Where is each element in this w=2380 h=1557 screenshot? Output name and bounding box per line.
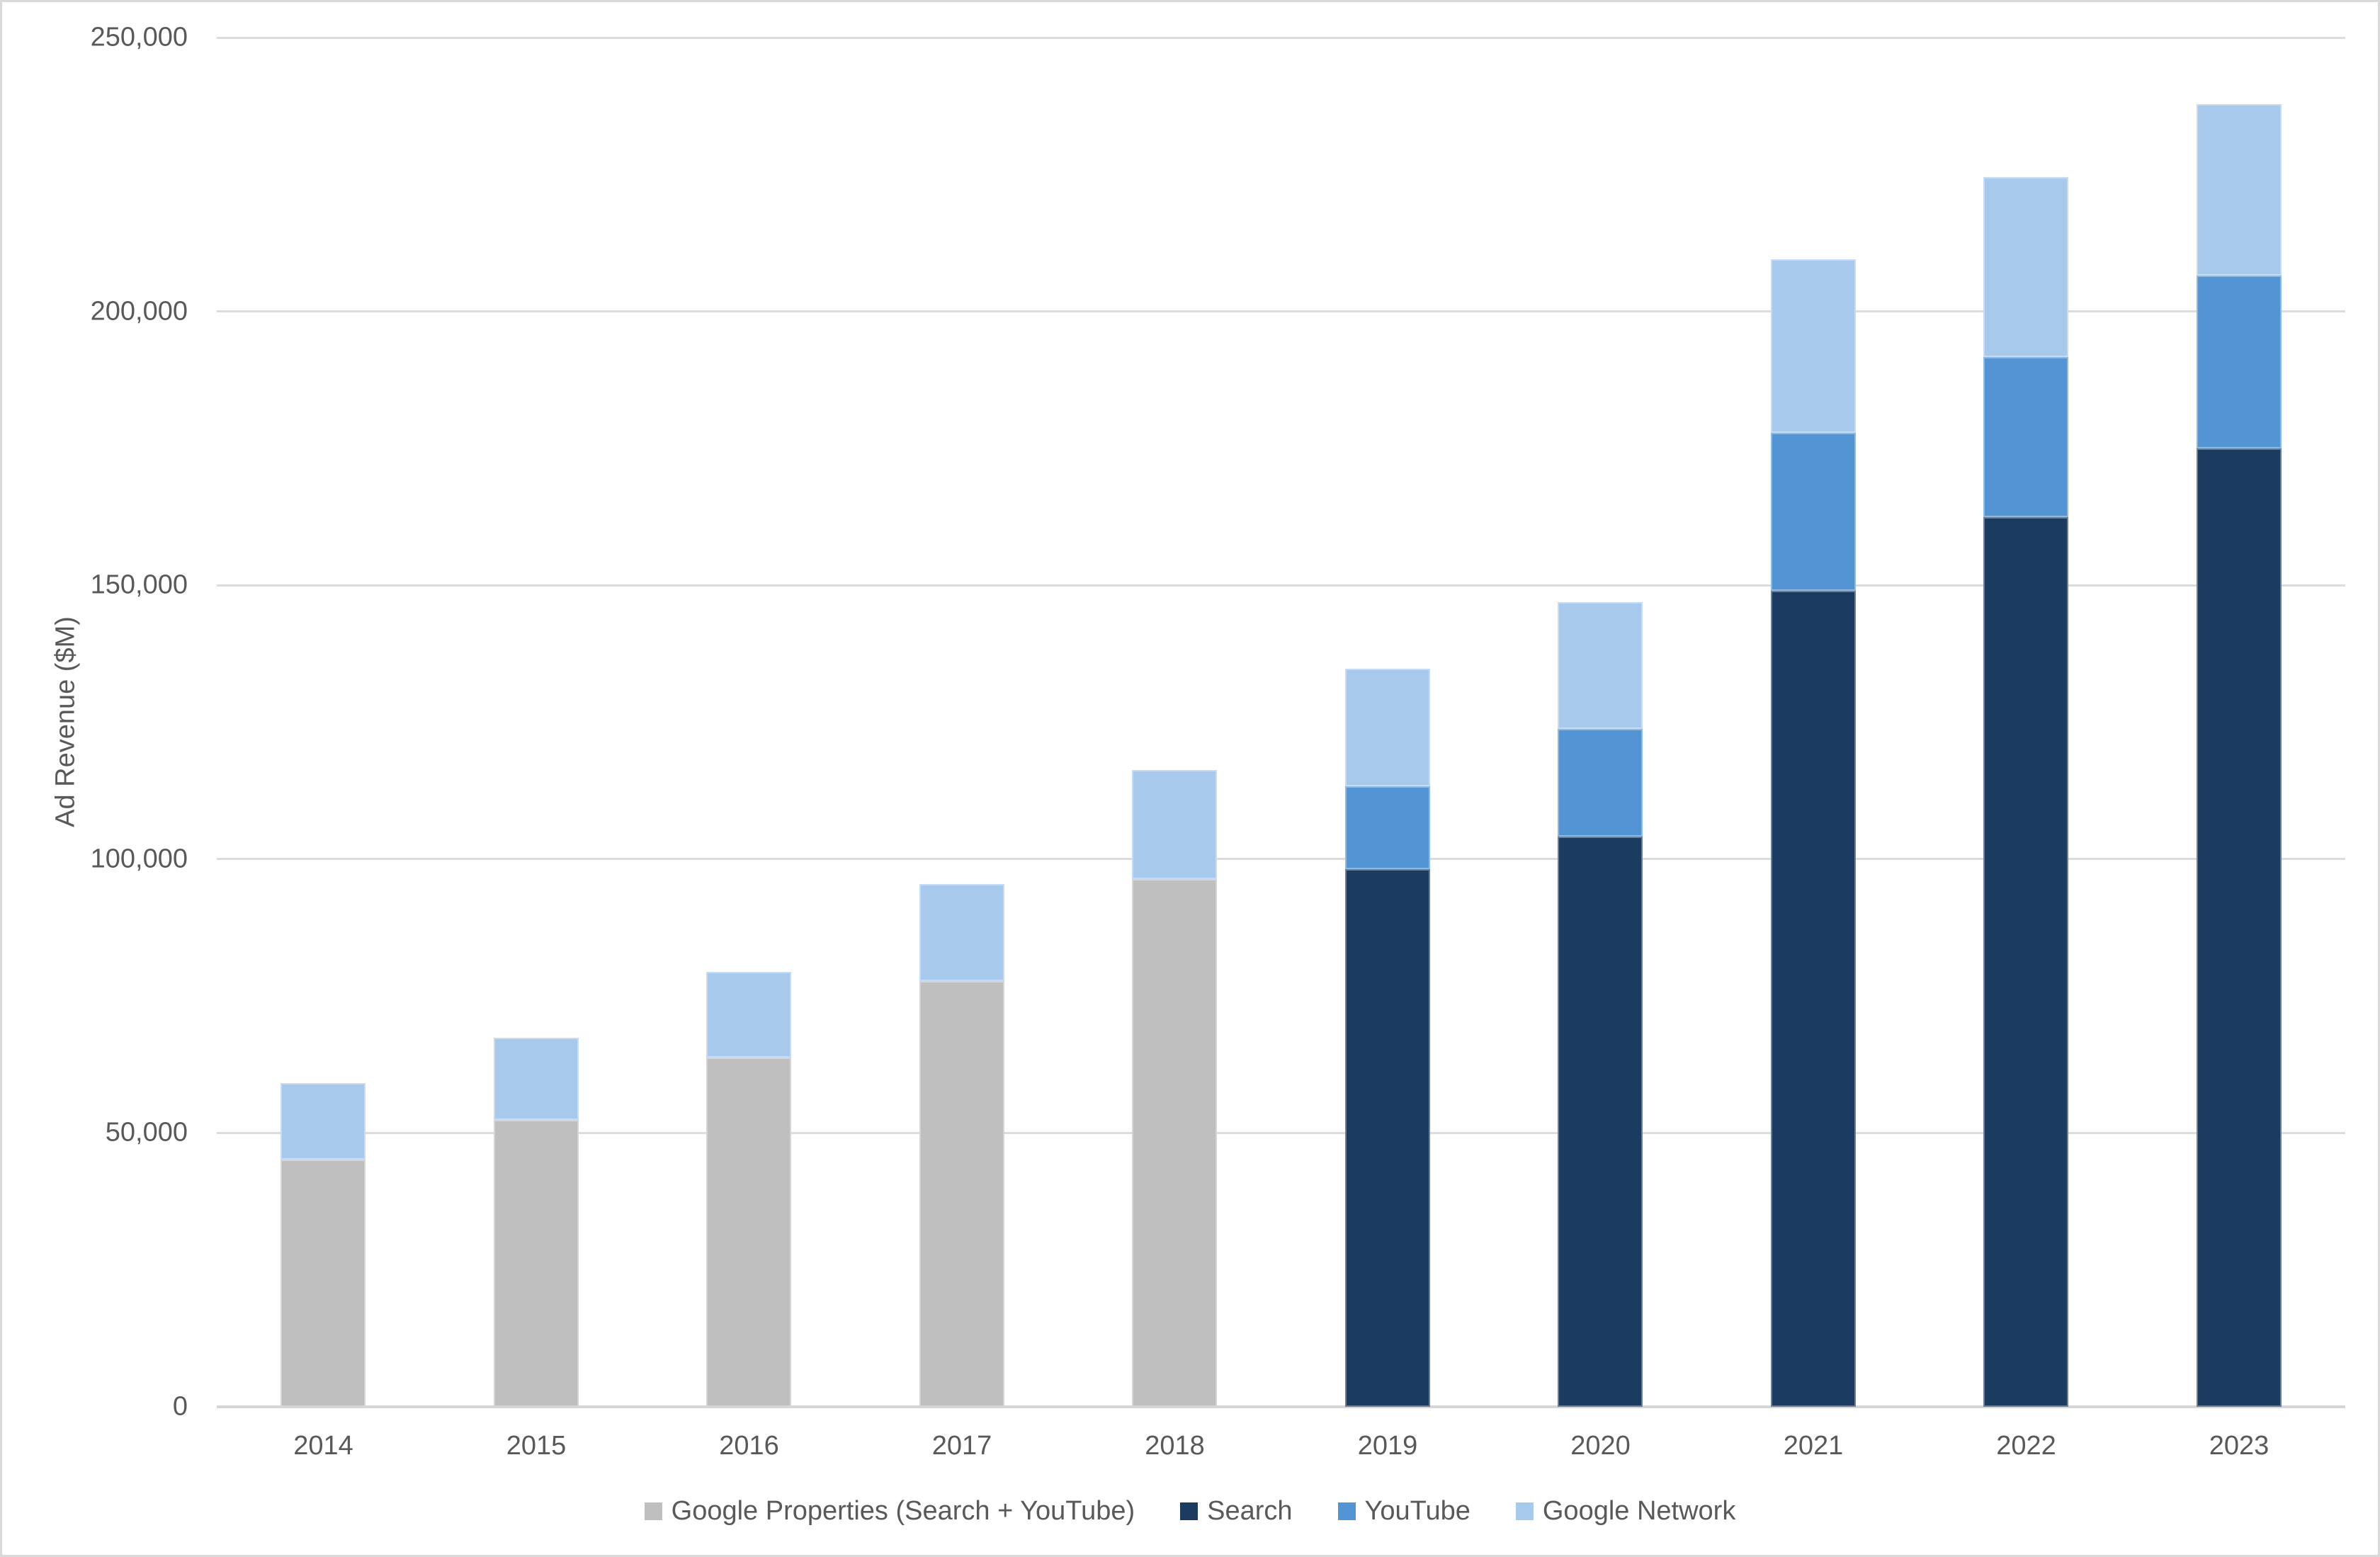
y-tick-label-100000: 100,000	[90, 844, 188, 874]
bar-2016	[706, 38, 792, 1407]
x-tick-label-2016: 2016	[719, 1431, 779, 1461]
gridline-150000	[217, 584, 2345, 587]
bar-segment-2019-google-network	[1344, 668, 1430, 787]
bar-segment-2019-search	[1344, 869, 1430, 1407]
legend-marker-search	[1180, 1502, 1198, 1520]
legend-marker-google-properties-search-youtube	[644, 1502, 662, 1520]
y-tick-label-250000: 250,000	[90, 22, 188, 52]
bar-2017	[919, 38, 1004, 1407]
legend-label-google-network: Google Network	[1542, 1495, 1736, 1526]
gridline-100000	[217, 858, 2345, 861]
bar-2023	[2196, 38, 2282, 1407]
x-axis-line	[217, 1405, 2345, 1408]
legend-label-youtube: YouTube	[1364, 1495, 1470, 1526]
legend-label-google-properties-search-youtube: Google Properties (Search + YouTube)	[671, 1495, 1135, 1526]
legend-label-search: Search	[1207, 1495, 1293, 1526]
y-tick-label-50000: 50,000	[105, 1117, 188, 1148]
bar-segment-2017-google-network	[919, 884, 1004, 981]
bar-segment-2023-youtube	[2196, 276, 2282, 448]
bar-segment-2019-youtube	[1344, 786, 1430, 870]
x-axis-labels: 2014 2015 2016 2017 2018 2019 2020 2021 2022 2023	[217, 1407, 2345, 1471]
x-tick-label-2023: 2023	[2209, 1431, 2270, 1461]
bar-segment-2021-search	[1770, 591, 1856, 1407]
bar-2020	[1558, 38, 1643, 1407]
bar-segment-2014-google-network	[280, 1083, 366, 1160]
bar-segment-2018-google-network	[1132, 769, 1218, 880]
bar-segment-2020-search	[1558, 837, 1643, 1407]
bar-2015	[493, 38, 579, 1407]
bar-2021	[1770, 38, 1856, 1407]
legend-marker-google-network	[1515, 1502, 1534, 1520]
bar-segment-2014-google-properties-search-youtube	[280, 1160, 366, 1407]
x-tick-label-2021: 2021	[1783, 1431, 1844, 1461]
bar-segment-2020-youtube	[1558, 728, 1643, 837]
y-tick-label-150000: 150,000	[90, 570, 188, 600]
bar-segment-2016-google-network	[706, 972, 792, 1058]
bar-segment-2022-youtube	[1983, 356, 2069, 517]
x-tick-label-2015: 2015	[506, 1431, 567, 1461]
y-axis-tick-labels: 0 50,000 100,000 150,000 200,000 250,000	[2, 23, 188, 1422]
x-tick-label-2014: 2014	[293, 1431, 353, 1461]
bar-segment-2023-google-network	[2196, 103, 2282, 276]
y-tick-label-200000: 200,000	[90, 296, 188, 327]
legend-item-google-network: Google Network	[1515, 1495, 1736, 1527]
bar-segment-2018-google-properties-search-youtube	[1132, 879, 1218, 1407]
gridline-200000	[217, 310, 2345, 313]
bar-segment-2023-search	[2196, 448, 2282, 1407]
gridline-250000	[217, 36, 2345, 39]
plot-area	[217, 36, 2345, 1408]
legend-item-search: Search	[1180, 1495, 1293, 1527]
bar-segment-2022-search	[1983, 516, 2069, 1407]
bar-segment-2020-google-network	[1558, 601, 1643, 729]
x-tick-label-2022: 2022	[1996, 1431, 2056, 1461]
bar-segment-2017-google-properties-search-youtube	[919, 980, 1004, 1407]
bar-2022	[1983, 38, 2069, 1407]
gridline-50000	[217, 1131, 2345, 1134]
bar-segment-2021-google-network	[1770, 259, 1856, 434]
y-tick-label-0: 0	[172, 1391, 188, 1422]
x-tick-label-2018: 2018	[1145, 1431, 1205, 1461]
bar-segment-2016-google-properties-search-youtube	[706, 1057, 792, 1407]
x-tick-label-2019: 2019	[1357, 1431, 1418, 1461]
x-tick-label-2020: 2020	[1570, 1431, 1631, 1461]
legend-item-google-properties-search-youtube: Google Properties (Search + YouTube)	[644, 1495, 1135, 1527]
bar-segment-2022-google-network	[1983, 177, 2069, 357]
bar-2018	[1132, 38, 1218, 1407]
bar-2014	[280, 38, 366, 1407]
bar-segment-2015-google-network	[493, 1037, 579, 1121]
legend-item-youtube: YouTube	[1337, 1495, 1470, 1527]
bar-segment-2015-google-properties-search-youtube	[493, 1120, 579, 1407]
x-tick-label-2017: 2017	[931, 1431, 992, 1461]
bar-segment-2021-youtube	[1770, 433, 1856, 591]
legend-marker-youtube	[1337, 1502, 1356, 1520]
bar-2019	[1344, 38, 1430, 1407]
legend: Google Properties (Search + YouTube) Sear…	[2, 1494, 2378, 1528]
